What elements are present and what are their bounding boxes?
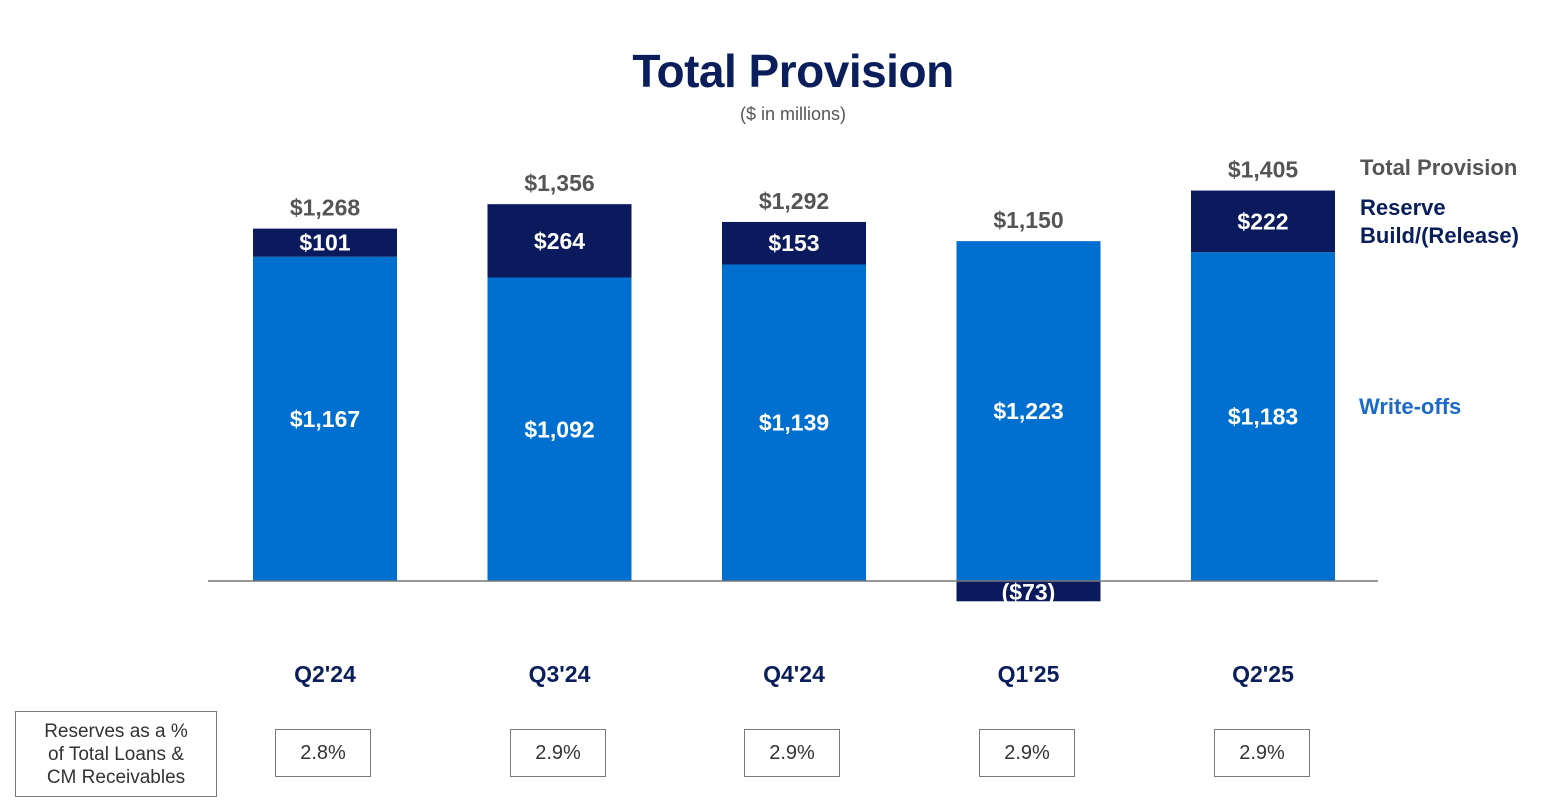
reserves-pct-row-label: Reserves as a % of Total Loans & CM Rece…	[15, 711, 217, 797]
bar-label-reserve: ($73)	[1002, 579, 1056, 605]
bar-label-write-offs: $1,183	[1228, 404, 1298, 430]
bar-label-write-offs: $1,139	[759, 410, 829, 436]
legend-reserve-line2: Build/(Release)	[1360, 223, 1519, 248]
legend-reserve-line1: Reserve	[1360, 195, 1446, 220]
bar-write-offs	[253, 256, 397, 581]
reserves-pct-box: 2.9%	[1214, 729, 1310, 777]
bar-label-total: $1,356	[524, 170, 594, 196]
legend-total-provision: Total Provision	[1360, 155, 1518, 180]
reserves-pct-box: 2.9%	[744, 729, 840, 777]
bar-label-write-offs: $1,223	[993, 398, 1063, 424]
bar-write-offs	[1191, 252, 1335, 581]
bar-reserve-build-release	[956, 581, 1101, 602]
chart-title: Total Provision	[632, 45, 954, 97]
bar-label-reserve: $153	[768, 230, 819, 256]
reserves-pct-box: 2.9%	[510, 729, 606, 777]
bar-reserve-build-release	[1191, 190, 1335, 253]
chart-subtitle: ($ in millions)	[739, 104, 847, 124]
bar-label-write-offs: $1,167	[290, 406, 360, 432]
bar-label-reserve: $264	[534, 228, 585, 254]
bar-reserve-build-release	[253, 228, 397, 257]
legend-write-offs: Write-offs	[1359, 394, 1462, 419]
reserves-label-line3: CM Receivables	[46, 767, 186, 788]
x-tick-label: Q2'25	[1232, 661, 1294, 687]
bar-label-reserve: $222	[1237, 208, 1288, 234]
bar-reserve-build-release	[487, 204, 632, 278]
reserves-label-line1: Reserves as a %	[44, 721, 188, 742]
x-tick-label: Q3'24	[529, 661, 591, 687]
legend-reserve-build-release: Reserve Build/(Release)	[1360, 194, 1519, 250]
bar-label-total: $1,405	[1228, 157, 1299, 183]
reserves-label-line2: of Total Loans &	[48, 744, 184, 765]
reserves-pct-box: 2.8%	[275, 729, 371, 777]
bar-label-total: $1,150	[993, 207, 1063, 233]
bar-reserve-build-release	[722, 221, 866, 265]
bar-label-write-offs: $1,092	[524, 416, 594, 442]
bar-write-offs	[956, 241, 1101, 581]
bar-write-offs	[722, 264, 866, 581]
bar-label-reserve: $101	[299, 230, 350, 256]
bar-label-total: $1,292	[759, 188, 829, 214]
reserves-pct-box: 2.9%	[979, 729, 1075, 777]
bar-label-total: $1,268	[290, 195, 361, 221]
x-tick-label: Q1'25	[998, 661, 1060, 687]
bar-write-offs	[487, 277, 632, 581]
x-tick-label: Q4'24	[763, 661, 825, 687]
x-tick-label: Q2'24	[294, 661, 356, 687]
